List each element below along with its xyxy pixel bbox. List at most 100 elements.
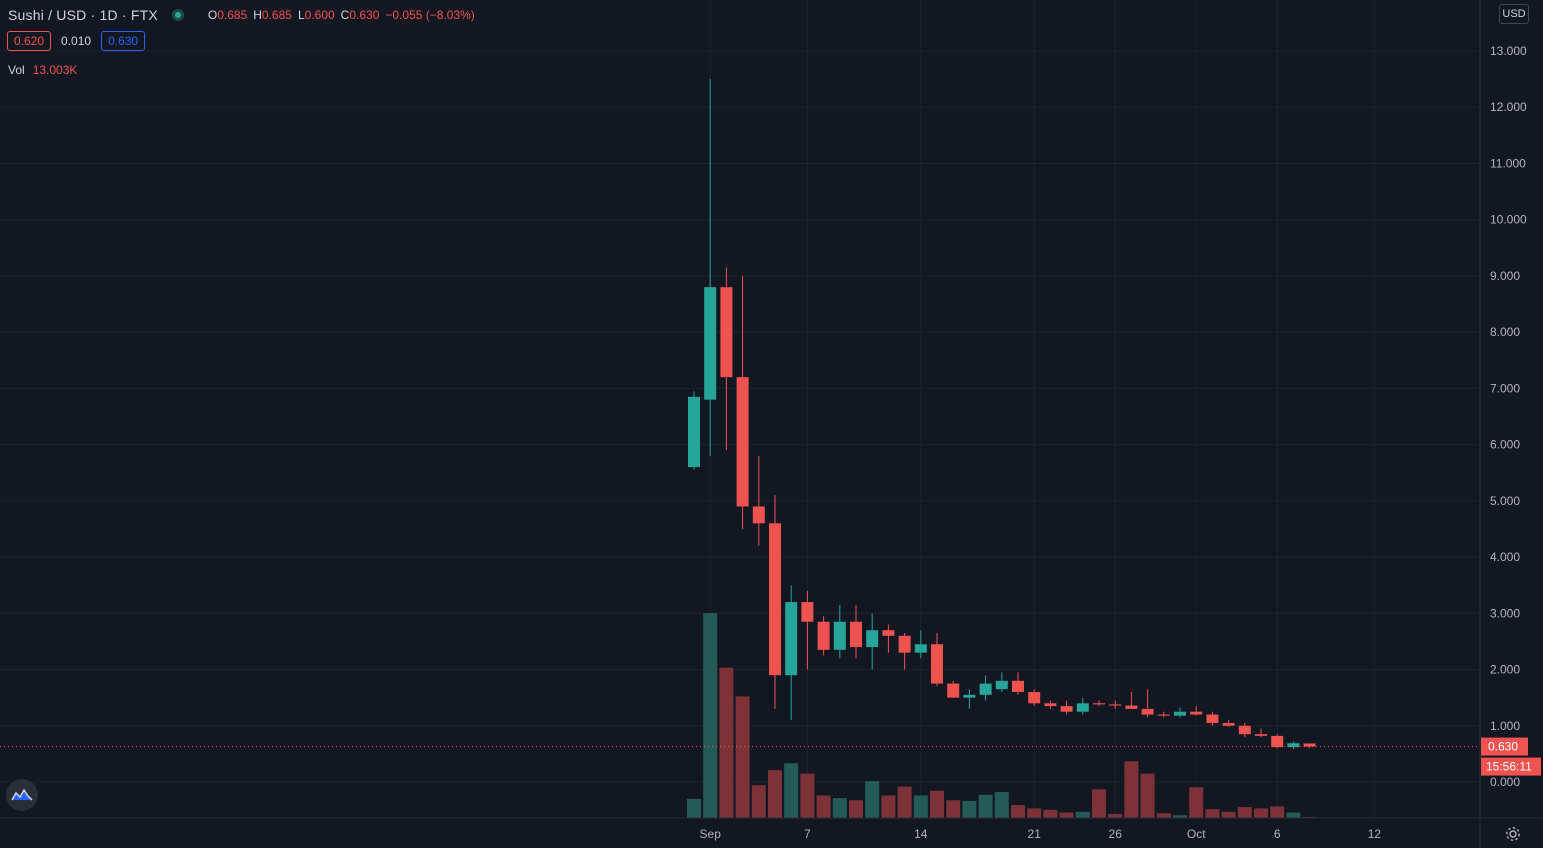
volume-bar [1092,789,1106,818]
volume-bar [1043,809,1058,818]
price-tick-label: 2.000 [1490,663,1520,677]
candle-body [801,602,814,622]
low-label: L [297,8,305,22]
candle-body [1174,711,1186,716]
volume-bar [849,800,863,818]
spread-value: 0.010 [61,34,92,48]
volume-bar [1173,815,1187,818]
candle-body [817,621,830,650]
low-value: 0.600 [304,8,335,22]
time-tick-label: Oct [1187,827,1206,841]
ohlc-values: O0.685 H0.685 L0.600 C0.630 −0.055 (−8.0… [208,8,475,22]
volume-bar [784,763,799,818]
price-tick-label: 8.000 [1490,325,1520,339]
open-value: 0.685 [217,8,248,22]
volume-bar [703,613,718,818]
countdown-text: 15:56:11 [1486,760,1532,774]
candle-body [1238,725,1251,735]
trade-buttons: 0.620 0.010 0.630 [7,31,146,51]
candle-body [995,680,1008,690]
high-label: H [253,8,262,22]
volume-bar [1124,761,1139,818]
volume-bar [1221,811,1236,818]
volume-value: 13.003K [32,63,78,77]
market-status-icon [171,9,184,21]
volume-bar [816,795,831,818]
settings-gear-icon[interactable] [1504,825,1522,843]
volume-bar [962,800,977,818]
volume-bar [800,773,815,818]
candle-body [769,523,781,676]
candle-body [1012,680,1024,693]
price-tick-label: 3.000 [1490,606,1520,620]
volume-bar [832,798,847,818]
time-tick-label: 14 [914,827,928,841]
countdown-badge [1481,757,1541,776]
time-axis[interactable]: Sep 7 14 21 26 Oct 6 12 [0,817,1543,841]
volume-bar [1237,807,1252,818]
volume-bar [1027,808,1042,818]
volume-bar [1059,812,1074,818]
price-tick-label: 0.000 [1490,775,1520,789]
candle-body [1303,743,1316,747]
time-tick-label: 21 [1028,827,1042,841]
time-tick-label: 12 [1368,827,1382,841]
price-tick-label: 1.000 [1490,719,1520,733]
close-label: C [340,8,350,22]
volume-bar [751,785,766,818]
last-price-text: 0.630 [1488,740,1518,754]
candle-body [1157,714,1170,716]
candle-body [1125,705,1138,709]
candle-body [1076,703,1089,712]
candlesticks [688,79,1316,750]
volume-bar [1254,808,1268,818]
candle-body [1190,711,1203,715]
candle-body [1044,703,1057,707]
volume-bar [1140,773,1155,818]
candle-body [704,287,717,400]
price-tick-label: 6.000 [1490,438,1520,452]
volume-bar [768,770,782,818]
volume-bar [897,786,912,818]
price-tick-label: 4.000 [1490,550,1520,564]
buy-price-button[interactable]: 0.630 [101,31,146,51]
volume-bars [687,613,1317,818]
candle-body [1141,708,1154,715]
high-value: 0.685 [261,8,292,22]
candle-body [914,644,927,653]
candle-body [866,630,879,648]
price-tick-label: 11.000 [1490,156,1526,170]
symbol-legend[interactable]: Sushi / USD · 1D · FTX O0.685 H0.685 L0.… [8,6,475,24]
volume-bar [1205,809,1220,818]
volume-bar [1011,805,1025,818]
volume-bar [913,795,928,818]
volume-bar [1270,806,1285,818]
volume-bar [946,800,961,818]
sell-price-button[interactable]: 0.620 [7,31,52,51]
candle-body [752,506,765,524]
volume-bar [1286,812,1301,818]
candle-body [963,694,976,698]
last-price-badge [1481,737,1528,756]
volume-legend[interactable]: Vol 13.003K [8,63,77,77]
candle-body [947,683,960,698]
candle-body [1287,743,1300,748]
candle-body [688,396,700,468]
tradingview-logo-icon[interactable] [6,779,38,811]
candle-body [833,621,846,650]
volume-bar [881,795,896,818]
currency-button[interactable]: USD [1499,4,1529,24]
volume-label: Vol [8,63,25,77]
price-tick-label: 12.000 [1490,100,1527,114]
volume-bar [687,798,701,818]
time-tick-label: Sep [700,827,722,841]
volume-bar [865,781,880,818]
price-tick-label: 5.000 [1490,494,1520,508]
time-tick-label: 6 [1274,827,1281,841]
change-value: −0.055 (−8.03%) [385,8,475,22]
candle-body [1093,703,1105,705]
price-axis[interactable]: 13.000 12.000 11.000 10.000 9.000 8.000 7.000 6… [1479,0,1541,848]
symbol-title[interactable]: Sushi / USD · 1D · FTX [8,7,158,23]
candle-body [785,602,798,676]
